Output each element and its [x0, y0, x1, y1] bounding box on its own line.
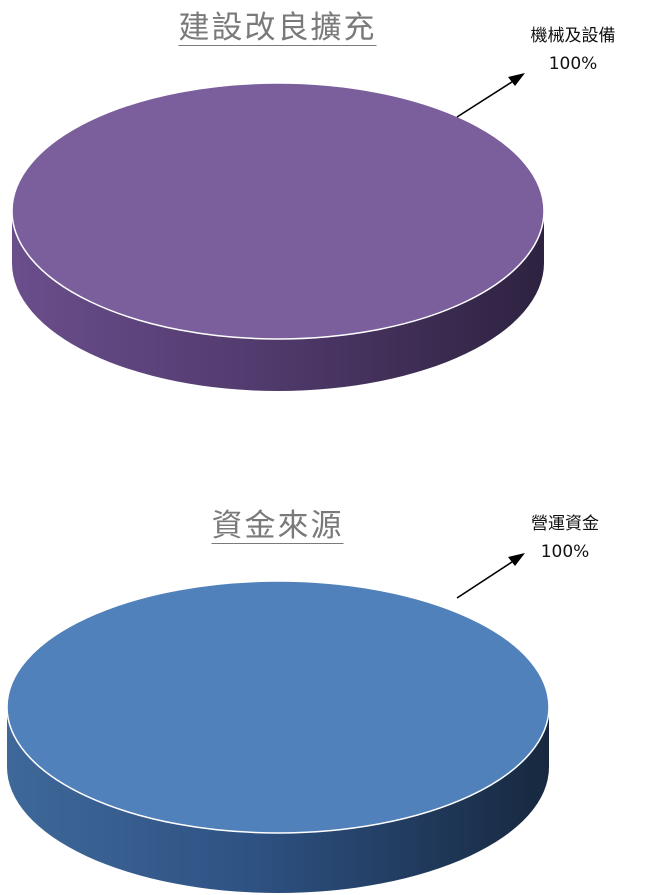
- leader-arrow-line: [457, 560, 515, 598]
- leader-arrow-line: [457, 80, 515, 117]
- pie-slice-top: [7, 581, 549, 833]
- chart-panel-construction: 建設改良擴充 機械及設備 100%: [0, 0, 652, 440]
- pie-slice-top: [12, 83, 544, 339]
- pie-chart-svg: [0, 0, 652, 440]
- leader-arrowhead: [508, 553, 525, 566]
- chart-panel-funding: 資金來源 營運資金 100%: [0, 470, 652, 895]
- leader-arrowhead: [508, 73, 525, 86]
- pie-chart-svg: [0, 470, 652, 895]
